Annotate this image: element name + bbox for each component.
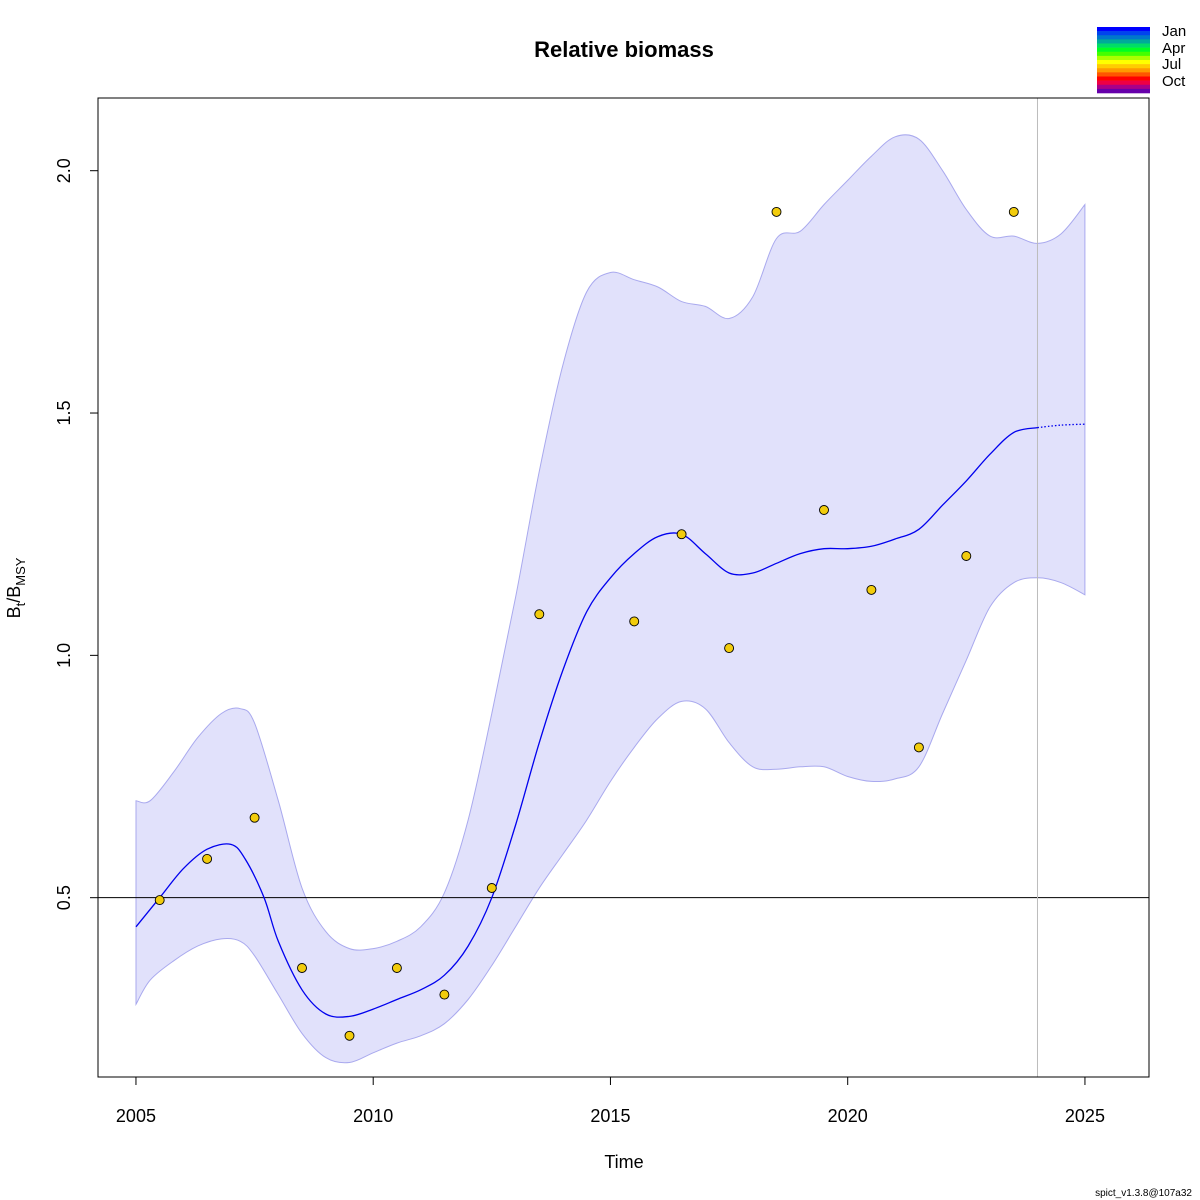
observation-point <box>391 963 402 973</box>
legend-color-swatch <box>1097 51 1150 57</box>
x-tick-label: 2020 <box>828 1106 868 1126</box>
legend-color-swatch <box>1097 55 1150 61</box>
legend-color-swatch <box>1097 88 1150 94</box>
version-footnote: spict_v1.3.8@107a32 <box>1095 1188 1192 1199</box>
observation-point <box>534 609 545 620</box>
observation-points <box>154 206 1019 1041</box>
legend-color-swatch <box>1097 76 1150 81</box>
observation-point <box>629 616 640 627</box>
legend-color-swatch <box>1097 68 1150 73</box>
confidence-band <box>135 134 1086 1064</box>
legend-color-swatch <box>1097 31 1150 36</box>
observation-point <box>439 989 450 1000</box>
legend-color-swatch <box>1097 39 1150 44</box>
observation-point <box>961 551 972 561</box>
observation-point <box>771 206 782 217</box>
observation-point <box>1008 206 1019 217</box>
legend-color-swatch <box>1097 84 1150 90</box>
y-axis: 0.5 1.0 1.5 2.0 Bt/BMSY <box>4 158 99 910</box>
y-tick-label: 2.0 <box>54 158 74 183</box>
observation-point <box>676 529 687 540</box>
y-tick-label: 1.5 <box>54 401 74 426</box>
x-ticks: 2005 2010 2015 2020 2025 <box>116 1077 1105 1126</box>
x-tick-label: 2015 <box>590 1106 630 1126</box>
observation-point <box>866 584 877 595</box>
x-tick-label: 2005 <box>116 1106 156 1126</box>
y-tick-label: 0.5 <box>54 885 74 910</box>
legend-color-swatch <box>1097 47 1150 53</box>
biomass-forecast-line <box>1037 423 1085 429</box>
chart-title: Relative biomass <box>534 37 714 62</box>
y-tick-label: 1.0 <box>54 643 74 668</box>
legend-color-swatch <box>1097 60 1150 65</box>
observation-point <box>913 742 924 753</box>
legend-color-swatch <box>1097 80 1150 86</box>
y-axis-label: Bt/BMSY <box>4 557 28 618</box>
observation-point <box>249 812 260 823</box>
observation-point <box>819 505 829 515</box>
observation-point <box>154 895 165 906</box>
legend-label-oct: Oct <box>1162 73 1186 90</box>
legend-color-swatch <box>1097 27 1150 32</box>
x-axis: 2005 2010 2015 2020 2025 Time <box>116 1076 1105 1172</box>
month-color-legend: Jan Apr Jul Oct <box>1097 23 1186 94</box>
observation-point <box>724 643 735 654</box>
x-tick-label: 2010 <box>353 1106 393 1126</box>
x-axis-label: Time <box>604 1152 643 1172</box>
observation-point <box>486 883 497 893</box>
legend-color-swatch <box>1097 35 1150 40</box>
observation-point <box>297 963 307 973</box>
biomass-estimate-line <box>135 426 1038 1018</box>
legend-label-jul: Jul <box>1162 56 1181 73</box>
observation-point <box>344 1030 355 1041</box>
observation-point <box>202 853 213 864</box>
legend-color-swatch <box>1097 64 1150 69</box>
legend-color-swatch <box>1097 43 1150 48</box>
x-tick-label: 2025 <box>1065 1106 1105 1126</box>
legend-color-swatch <box>1097 72 1150 77</box>
legend-label-apr: Apr <box>1162 40 1185 57</box>
plot-area <box>98 98 1149 1077</box>
legend-color-bar <box>1097 27 1150 94</box>
legend-label-jan: Jan <box>1162 23 1186 40</box>
y-ticks: 0.5 1.0 1.5 2.0 <box>54 158 98 910</box>
